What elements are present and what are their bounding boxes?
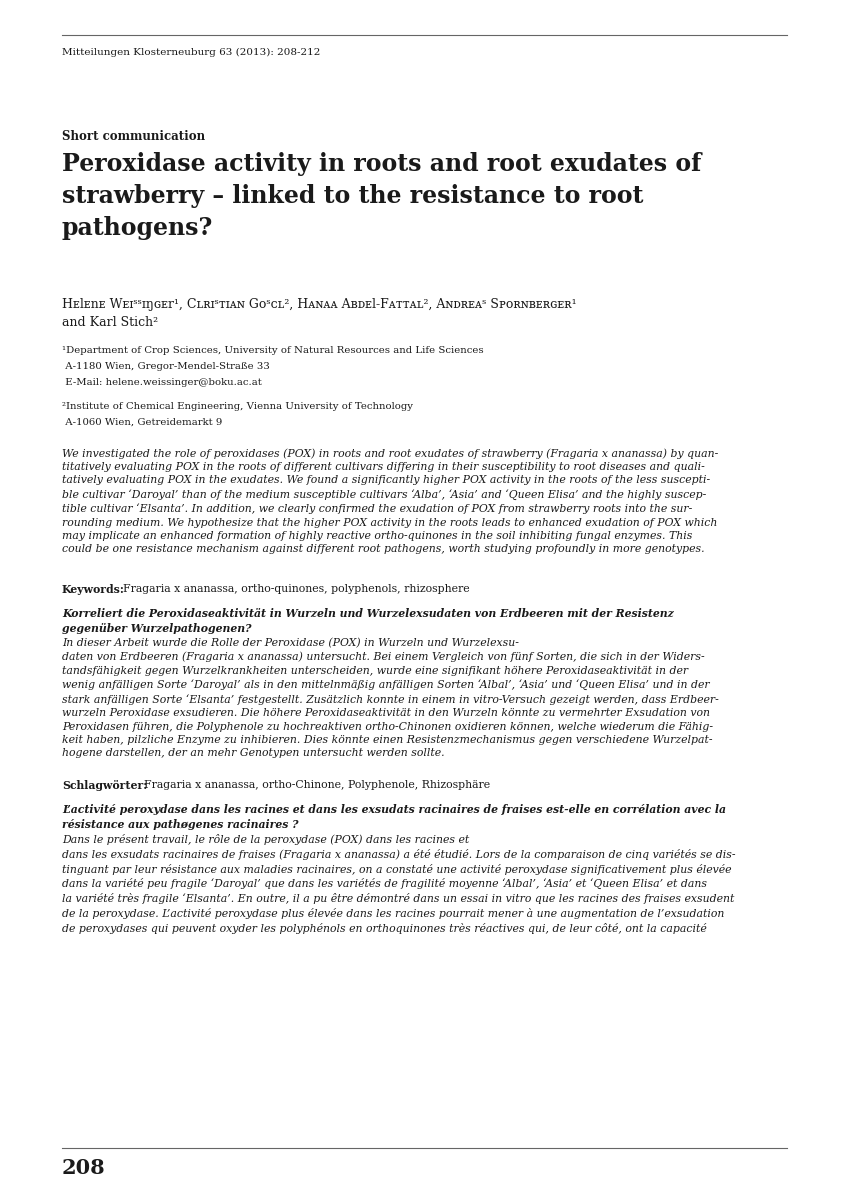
Text: Korreliert die Peroxidaseaktivität in Wurzeln und Wurzelexsudaten von Erdbeeren : Korreliert die Peroxidaseaktivität in Wu…: [62, 608, 674, 634]
Text: Short communication: Short communication: [62, 130, 205, 143]
Text: ²Institute of Chemical Engineering, Vienna University of Technology: ²Institute of Chemical Engineering, Vien…: [62, 402, 413, 410]
Text: E-Mail: helene.weissinger@boku.ac.at: E-Mail: helene.weissinger@boku.ac.at: [62, 378, 261, 386]
Text: 208: 208: [62, 1158, 105, 1178]
Text: Mitteilungen Klosterneuburg 63 (2013): 208-212: Mitteilungen Klosterneuburg 63 (2013): 2…: [62, 48, 320, 58]
Text: ¹Department of Crop Sciences, University of Natural Resources and Life Sciences: ¹Department of Crop Sciences, University…: [62, 346, 484, 355]
Text: Schlagwörter:: Schlagwörter:: [62, 780, 147, 791]
Text: A-1060 Wien, Getreidemarkt 9: A-1060 Wien, Getreidemarkt 9: [62, 418, 222, 427]
Text: We investigated the role of peroxidases (POX) in roots and root exudates of stra: We investigated the role of peroxidases …: [62, 448, 718, 554]
Text: A-1180 Wien, Gregor-Mendel-Straße 33: A-1180 Wien, Gregor-Mendel-Straße 33: [62, 362, 270, 371]
Text: Dans le présent travail, le rôle de la peroxydase (POX) dans les racines et
dans: Dans le présent travail, le rôle de la p…: [62, 834, 735, 934]
Text: In dieser Arbeit wurde die Rolle der Peroxidase (POX) in Wurzeln und Wurzelexsu-: In dieser Arbeit wurde die Rolle der Per…: [62, 638, 719, 758]
Text: Keywords:: Keywords:: [62, 584, 125, 595]
Text: L’activité peroxydase dans les racines et dans les exsudats racinaires de fraise: L’activité peroxydase dans les racines e…: [62, 804, 726, 829]
Text: and Karl Stich²: and Karl Stich²: [62, 316, 158, 329]
Text: Hᴇlᴇnᴇ Wᴇɪˢˢɪŋɢᴇr¹, Cʟʀɪˢᴛɪᴀɴ Gᴏˢᴄʟ², Hᴀɴᴀᴀ Aʙᴅᴇl-Fᴀᴛᴛᴀʟ², Aɴᴅʀᴇᴀˢ Sᴘᴏʀɴʙᴇʀɢᴇʀ¹: Hᴇlᴇnᴇ Wᴇɪˢˢɪŋɢᴇr¹, Cʟʀɪˢᴛɪᴀɴ Gᴏˢᴄʟ², Hᴀ…: [62, 298, 576, 311]
Text: Fragaria x ananassa, ortho-quinones, polyphenols, rhizosphere: Fragaria x ananassa, ortho-quinones, pol…: [123, 584, 469, 594]
Text: strawberry – linked to the resistance to root: strawberry – linked to the resistance to…: [62, 184, 644, 208]
Text: Fragaria x ananassa, ortho-Chinone, Polyphenole, Rhizosphäre: Fragaria x ananassa, ortho-Chinone, Poly…: [144, 780, 491, 790]
Text: Peroxidase activity in roots and root exudates of: Peroxidase activity in roots and root ex…: [62, 152, 701, 176]
Text: pathogens?: pathogens?: [62, 216, 213, 240]
